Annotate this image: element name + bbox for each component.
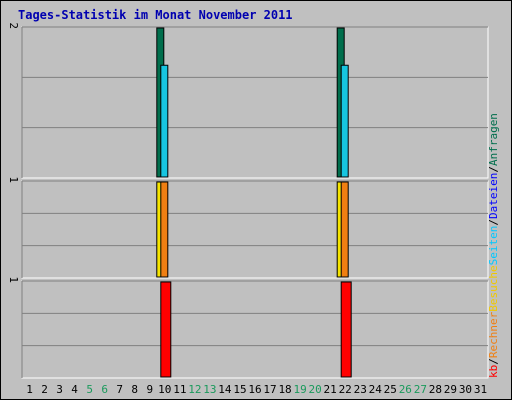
x-tick-label: 16 [248,383,261,396]
x-tick-label: 9 [146,383,153,396]
bar-dateien-day-10 [160,64,169,178]
legend-entry-besuche: Besuche [487,265,500,311]
legend-entry-dateien: Dateien [487,173,500,219]
x-tick-label: 17 [263,383,276,396]
x-tick-label: 5 [86,383,93,396]
x-tick-label: 13 [203,383,216,396]
x-tick-label: 3 [56,383,63,396]
legend-entry-kb: kb [487,365,500,378]
legend-entry-rechner: Rechner [487,311,500,358]
y-max-label: 1 [7,176,20,183]
x-tick-label: 7 [116,383,123,396]
panel-visits: 1 [7,176,489,279]
y-max-label: 2 [7,22,20,29]
x-tick-label: 28 [429,383,442,396]
bar-rechner-day-10 [160,181,169,278]
x-tick-label: 29 [444,383,457,396]
x-tick-label: 10 [158,383,171,396]
legend-separator: / [487,358,500,365]
y-max-label: 1 [7,276,20,283]
x-tick-label: 2 [41,383,48,396]
x-tick-label: 31 [474,383,487,396]
x-tick-label: 22 [339,383,352,396]
legend-separator: / [487,219,500,226]
x-tick-label: 12 [188,383,201,396]
x-tick-label: 30 [459,383,472,396]
legend-entry-anfragen: Anfragen [487,113,500,166]
x-tick-label: 18 [278,383,291,396]
x-tick-label: 11 [173,383,186,396]
x-tick-label: 26 [399,383,412,396]
panel-frame [21,280,489,379]
bar-dateien-day-22 [340,64,349,178]
bar-rechner-day-22 [340,181,349,278]
x-tick-label: 27 [414,383,427,396]
x-tick-label: 24 [369,383,383,396]
x-tick-label: 14 [218,383,232,396]
legend-entry-seiten: Seiten [487,226,500,266]
x-tick-label: 4 [71,383,78,396]
x-axis-labels: 1 2 3 4 5 6 7 8 9 10 11 12 13 14 15 16 17 18 19 20 21 22 23 24 2… [26,383,487,396]
legend-text: kb/RechnerBesucheSeiten/Dateien/Anfragen [487,113,500,378]
panel-kb: 1 [7,276,489,379]
chart-title: Tages-Statistik im Monat November 2011 [18,8,293,22]
panel-frame [21,180,489,279]
x-tick-label: 15 [233,383,246,396]
bar-kb-day-10 [160,281,172,378]
x-tick-label: 20 [309,383,322,396]
x-tick-label: 8 [131,383,138,396]
panel-requests: 2 [7,22,489,179]
legend: kb/RechnerBesucheSeiten/Dateien/Anfragen [487,113,500,378]
panel-frame [21,26,489,179]
x-tick-label: 19 [293,383,306,396]
legend-separator: / [487,166,500,173]
x-tick-label: 6 [101,383,108,396]
x-tick-label: 1 [26,383,33,396]
x-tick-label: 21 [324,383,337,396]
panels-layer: 2 1 1 [7,22,489,379]
x-tick-label: 25 [384,383,397,396]
x-tick-label: 23 [354,383,367,396]
bar-kb-day-22 [340,281,352,378]
